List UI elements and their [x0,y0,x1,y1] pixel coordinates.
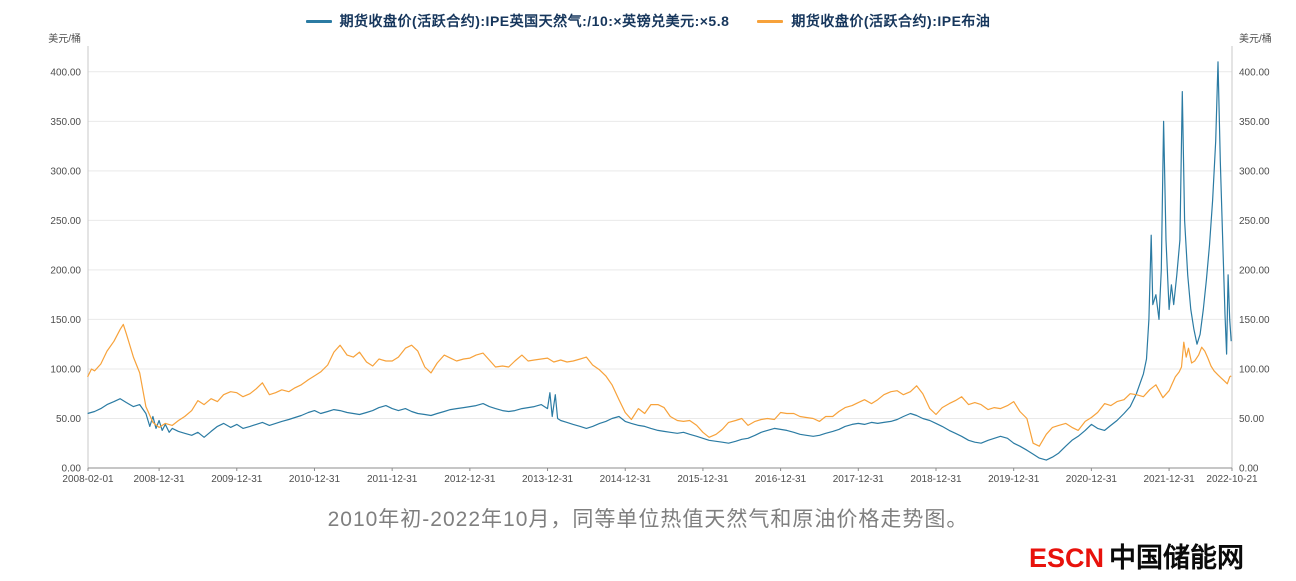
y-tick-label-right: 50.00 [1239,414,1264,425]
x-tick-label: 2021-12-31 [1143,474,1195,485]
x-tick-label: 2022-10-21 [1206,474,1258,485]
series-line-gas [87,61,1232,461]
y-tick-label-left: 400.00 [50,67,81,78]
y-tick-label-left: 350.00 [50,117,81,128]
series-line-brent [87,323,1232,447]
y-tick-label-left: 150.00 [50,315,81,326]
chart-legend: 期货收盘价(活跃合约):IPE英国天然气:/10:×英镑兑美元:×5.8 期货收盘… [0,0,1296,30]
legend-item-brent: 期货收盘价(活跃合约):IPE布油 [757,11,990,31]
y-tick-label-right: 100.00 [1239,364,1270,375]
x-tick-label: 2011-12-31 [367,474,418,485]
y-tick-label-right: 300.00 [1239,166,1270,177]
y-tick-label-right: 250.00 [1239,216,1270,227]
logo-escn-text: ESCN [1028,543,1104,573]
x-tick-label: 2013-12-31 [522,474,574,485]
legend-label: 期货收盘价(活跃合约):IPE英国天然气:/10:×英镑兑美元:×5.8 [339,13,730,29]
y-tick-label-left: 50.00 [56,414,81,425]
x-tick-label: 2016-12-31 [755,474,807,485]
chart-caption: 2010年初-2022年10月，同等单位热值天然气和原油价格走势图。 [327,508,969,531]
x-tick-label: 2015-12-31 [677,474,729,485]
x-tick-label: 2014-12-31 [600,474,652,485]
x-tick-label: 2020-12-31 [1066,474,1118,485]
y-tick-label-left: 200.00 [50,265,81,276]
y-tick-label-left: 300.00 [50,166,81,177]
y-tick-label-left: 0.00 [62,464,82,475]
x-tick-label: 2010-12-31 [289,474,341,485]
x-tick-label: 2008-12-31 [134,474,186,485]
y-axis-unit-right: 美元/桶 [1239,32,1272,45]
x-tick-label: 2017-12-31 [833,474,885,485]
logo-site-name: 中国储能网 [1109,543,1244,573]
y-tick-label-left: 100.00 [50,364,81,375]
y-axis-unit-left: 美元/桶 [48,32,81,45]
x-tick-label: 2008-02-01 [62,474,114,485]
legend-line-swatch [757,19,784,23]
x-tick-label: 2012-12-31 [444,474,496,485]
y-tick-label-right: 150.00 [1239,315,1270,326]
y-tick-label-right: 0.00 [1239,464,1259,475]
x-tick-label: 2019-12-31 [988,474,1040,485]
x-tick-label: 2009-12-31 [211,474,263,485]
legend-label: 期货收盘价(活跃合约):IPE布油 [791,13,991,29]
y-tick-label-right: 350.00 [1239,117,1270,128]
escn-logo: ESCN 中国储能网 [1029,536,1244,575]
y-tick-label-right: 200.00 [1239,265,1270,276]
legend-item-gas: 期货收盘价(活跃合约):IPE英国天然气:/10:×英镑兑美元:×5.8 [305,11,730,31]
price-chart: 0.00 0.00 50.00 50.00 100.00 100.00 150.00 150.… [48,32,1272,485]
y-tick-label-left: 250.00 [50,216,81,227]
legend-line-swatch [305,19,332,23]
y-tick-label-right: 400.00 [1239,67,1270,78]
x-tick-label: 2018-12-31 [910,474,962,485]
